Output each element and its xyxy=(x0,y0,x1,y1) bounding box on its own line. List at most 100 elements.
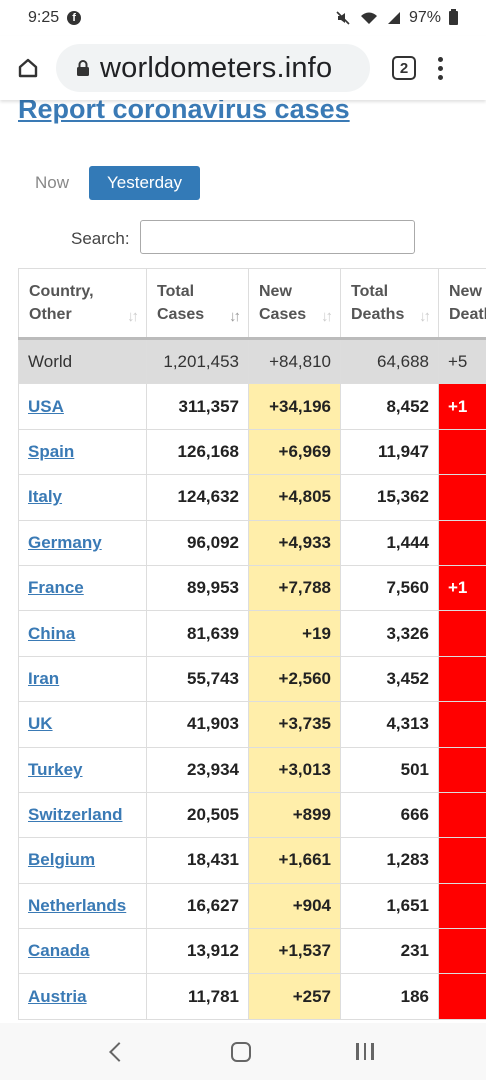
total-cases-cell: 11,781 xyxy=(146,973,249,1020)
table-row: Germany 96,092 +4,933 1,444 xyxy=(18,519,486,566)
header-country[interactable]: Country, Other ↓↑ xyxy=(18,268,147,339)
new-cases-cell: +899 xyxy=(248,791,341,839)
total-cases-cell: 81,639 xyxy=(146,610,249,657)
new-cases-cell: +19 xyxy=(248,610,341,657)
new-deaths-cell xyxy=(438,701,486,748)
battery-icon xyxy=(449,9,458,25)
mute-icon xyxy=(336,11,350,25)
facebook-icon: f xyxy=(67,11,82,25)
country-link[interactable]: Turkey xyxy=(18,746,147,793)
total-deaths-cell: 3,452 xyxy=(340,655,439,703)
table-row: Netherlands 16,627 +904 1,651 xyxy=(18,882,486,930)
new-cases-cell: +3,013 xyxy=(248,746,341,793)
country-link[interactable]: France xyxy=(18,564,147,612)
total-cases-cell: 13,912 xyxy=(146,928,249,975)
table-row: Belgium 18,431 +1,661 1,283 xyxy=(18,837,486,884)
url-bar[interactable]: worldometers.info xyxy=(56,44,370,92)
status-time: 9:25 xyxy=(28,9,60,26)
new-deaths-cell xyxy=(438,519,486,566)
new-cases-cell: +1,661 xyxy=(248,837,341,884)
sort-icon: ↓↑ xyxy=(419,308,431,325)
battery-percent: 97% xyxy=(408,9,441,26)
country-link[interactable]: Austria xyxy=(18,973,147,1020)
header-new-deaths[interactable]: New Deaths xyxy=(438,268,486,339)
new-deaths-cell xyxy=(438,973,486,1020)
country-link[interactable]: Canada xyxy=(18,928,147,975)
new-deaths-cell xyxy=(438,791,486,839)
new-deaths-cell xyxy=(438,746,486,793)
tabs-icon[interactable]: 2 xyxy=(392,56,416,80)
more-menu-icon[interactable] xyxy=(438,56,443,80)
recent-apps-icon[interactable] xyxy=(356,1043,374,1060)
header-label: Total Deaths xyxy=(351,283,405,323)
total-deaths-cell: 231 xyxy=(340,928,439,975)
search-input[interactable] xyxy=(140,220,415,254)
total-deaths-cell: 11,947 xyxy=(340,428,439,476)
table-row: Turkey 23,934 +3,013 501 xyxy=(18,746,486,793)
total-deaths-cell: 1,283 xyxy=(340,837,439,884)
new-cases-cell: +6,969 xyxy=(248,428,341,476)
country-link[interactable]: Netherlands xyxy=(18,882,147,930)
total-cases-cell: 18,431 xyxy=(146,837,249,884)
new-deaths-cell xyxy=(438,474,486,521)
country-link[interactable]: Germany xyxy=(18,519,147,566)
sort-active-icon: ↓↑ xyxy=(229,308,241,325)
new-deaths-cell: +1 xyxy=(438,564,486,612)
total-cases-cell: 311,357 xyxy=(146,383,249,430)
new-cases-cell: +904 xyxy=(248,882,341,930)
cases-table: Country, Other ↓↑ Total Cases ↓↑ New Cases… xyxy=(18,268,486,1020)
country-link[interactable]: China xyxy=(18,610,147,657)
table-row: Spain 126,168 +6,969 11,947 xyxy=(18,428,486,476)
new-deaths-cell xyxy=(438,928,486,975)
new-deaths-cell xyxy=(438,882,486,930)
world-new-deaths: +5 xyxy=(438,336,486,385)
total-deaths-cell: 1,651 xyxy=(340,882,439,930)
signal-icon xyxy=(387,12,400,24)
total-cases-cell: 23,934 xyxy=(146,746,249,793)
new-deaths-cell xyxy=(438,655,486,703)
total-deaths-cell: 15,362 xyxy=(340,474,439,521)
world-new-cases: +84,810 xyxy=(248,336,341,385)
home-nav-icon[interactable] xyxy=(231,1041,252,1062)
total-deaths-cell: 666 xyxy=(340,791,439,839)
status-bar: 9:25 f 97% xyxy=(0,0,486,36)
sort-icon: ↓↑ xyxy=(321,308,333,325)
new-deaths-cell xyxy=(438,837,486,884)
country-link[interactable]: Iran xyxy=(18,655,147,703)
total-cases-cell: 55,743 xyxy=(146,655,249,703)
total-cases-cell: 41,903 xyxy=(146,701,249,748)
tab-yesterday[interactable]: Yesterday xyxy=(89,166,200,200)
table-row: France 89,953 +7,788 7,560 +1 xyxy=(18,564,486,612)
total-cases-cell: 89,953 xyxy=(146,564,249,612)
country-link[interactable]: USA xyxy=(18,383,147,430)
country-link[interactable]: Spain xyxy=(18,428,147,476)
search-label: Search: xyxy=(71,229,130,248)
header-total-deaths[interactable]: Total Deaths ↓↑ xyxy=(340,268,439,339)
table-row: Switzerland 20,505 +899 666 xyxy=(18,791,486,839)
total-deaths-cell: 4,313 xyxy=(340,701,439,748)
system-nav-bar xyxy=(0,1023,486,1080)
new-cases-cell: +7,788 xyxy=(248,564,341,612)
new-cases-cell: +34,196 xyxy=(248,383,341,430)
total-cases-cell: 20,505 xyxy=(146,791,249,839)
header-label: New Deaths xyxy=(449,283,486,323)
url-text: worldometers.info xyxy=(100,51,333,84)
table-row: UK 41,903 +3,735 4,313 xyxy=(18,701,486,748)
home-button[interactable] xyxy=(0,36,56,100)
cases-table-container[interactable]: Country, Other ↓↑ Total Cases ↓↑ New Cases… xyxy=(18,268,486,1023)
header-label: Country, Other xyxy=(29,283,94,323)
country-link[interactable]: Italy xyxy=(18,474,147,521)
wifi-icon xyxy=(360,12,377,24)
table-header-row: Country, Other ↓↑ Total Cases ↓↑ New Cases… xyxy=(18,268,486,339)
header-total-cases[interactable]: Total Cases ↓↑ xyxy=(146,268,249,339)
header-label: New Cases xyxy=(259,283,307,323)
table-row: Canada 13,912 +1,537 231 xyxy=(18,928,486,975)
tab-now[interactable]: Now xyxy=(35,173,70,192)
country-link[interactable]: Belgium xyxy=(18,837,147,884)
country-link[interactable]: Switzerland xyxy=(18,791,147,839)
total-cases-cell: 126,168 xyxy=(146,428,249,476)
header-new-cases[interactable]: New Cases ↓↑ xyxy=(248,268,341,339)
country-link[interactable]: UK xyxy=(18,701,147,748)
back-icon[interactable] xyxy=(109,1041,130,1062)
total-deaths-cell: 3,326 xyxy=(340,610,439,657)
